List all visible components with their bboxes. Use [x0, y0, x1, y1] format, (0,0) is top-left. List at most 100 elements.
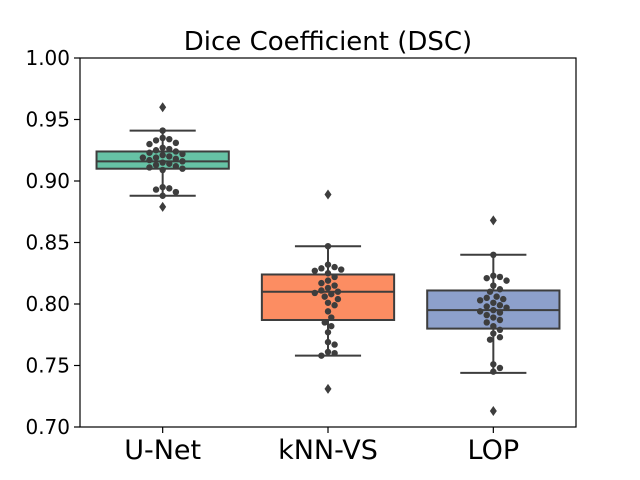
data-point	[496, 302, 504, 309]
y-tick-label: 0.95	[25, 108, 70, 132]
data-point	[324, 299, 332, 306]
box-group-lop	[426, 215, 561, 417]
y-tick-label: 0.85	[25, 231, 70, 255]
outlier-marker	[489, 215, 497, 226]
outlier-marker	[324, 383, 332, 394]
data-point	[334, 288, 342, 295]
data-point	[324, 329, 332, 336]
data-point	[490, 361, 497, 368]
y-tick-label: 0.70	[25, 415, 70, 439]
data-point	[152, 147, 160, 154]
data-point	[496, 364, 504, 372]
data-point	[324, 348, 332, 356]
data-point	[331, 302, 338, 309]
data-point	[476, 297, 484, 304]
x-tick-label: kNN-VS	[278, 435, 378, 466]
outlier-marker	[489, 406, 497, 417]
data-point	[152, 154, 160, 161]
data-point	[338, 266, 345, 273]
data-point	[166, 135, 173, 143]
data-point	[483, 274, 490, 282]
data-point	[318, 279, 325, 287]
data-point	[331, 273, 338, 281]
data-point	[172, 155, 180, 163]
box-group-knn-vs	[260, 189, 396, 394]
data-point	[496, 309, 504, 316]
data-point	[493, 293, 500, 300]
data-point	[146, 164, 153, 171]
data-point	[172, 163, 180, 170]
plot-area	[95, 102, 561, 417]
outlier-marker	[159, 201, 167, 212]
data-point	[503, 277, 510, 284]
data-point	[159, 192, 166, 199]
data-point	[179, 158, 186, 165]
y-tick-label: 0.90	[25, 169, 70, 193]
data-point	[328, 322, 335, 330]
y-tick-label: 0.75	[25, 354, 70, 378]
outlier-marker	[159, 102, 167, 113]
data-point	[490, 330, 497, 337]
data-point	[496, 286, 504, 293]
data-point	[318, 265, 325, 272]
data-point	[483, 294, 490, 302]
data-point	[483, 319, 490, 326]
data-point	[503, 304, 510, 311]
data-point	[166, 153, 173, 160]
data-point	[324, 277, 332, 284]
data-point	[490, 251, 497, 258]
data-point	[328, 314, 335, 321]
data-point	[159, 127, 166, 134]
data-point	[159, 134, 166, 142]
data-point	[139, 154, 147, 161]
data-point	[166, 185, 173, 192]
data-point	[324, 338, 332, 346]
data-point	[486, 336, 494, 343]
outlier-marker	[324, 189, 332, 200]
y-tick-label: 1.00	[25, 46, 70, 70]
data-point	[331, 282, 338, 289]
data-point	[483, 303, 490, 310]
axes-frame	[79, 57, 577, 428]
data-point	[490, 299, 497, 306]
data-point	[159, 159, 166, 166]
data-point	[490, 306, 497, 314]
data-point	[159, 166, 166, 174]
data-point	[490, 282, 497, 289]
x-tick-label: LOP	[468, 435, 520, 466]
data-point	[483, 311, 490, 319]
y-tick-label: 0.80	[25, 292, 70, 316]
data-point	[318, 287, 325, 294]
data-point	[146, 140, 153, 148]
data-point	[490, 314, 497, 321]
data-point	[490, 322, 497, 330]
data-point	[159, 144, 166, 151]
data-point	[324, 242, 332, 250]
data-point	[334, 295, 342, 303]
data-point	[486, 288, 494, 295]
box-group-u-net	[95, 102, 230, 212]
data-point	[490, 272, 497, 279]
data-point	[476, 308, 484, 315]
data-point	[496, 326, 504, 334]
data-point	[311, 267, 318, 274]
data-point	[324, 308, 332, 315]
data-point	[166, 145, 173, 153]
data-point	[321, 319, 328, 326]
data-point	[331, 263, 338, 271]
data-point	[159, 151, 166, 159]
data-point	[331, 341, 338, 348]
data-point	[179, 165, 186, 172]
data-point	[328, 290, 335, 298]
data-point	[324, 284, 332, 292]
data-point	[490, 368, 497, 375]
data-point	[496, 316, 504, 324]
data-point	[321, 293, 328, 300]
data-point	[152, 137, 160, 144]
data-point	[172, 148, 180, 155]
data-point	[146, 149, 153, 156]
axes: 0.70 0.75 0.80 0.85 0.90 0.95 1.00 U-Net kNN-VS L…	[25, 46, 577, 466]
data-point	[172, 188, 180, 196]
data-point	[152, 161, 160, 169]
